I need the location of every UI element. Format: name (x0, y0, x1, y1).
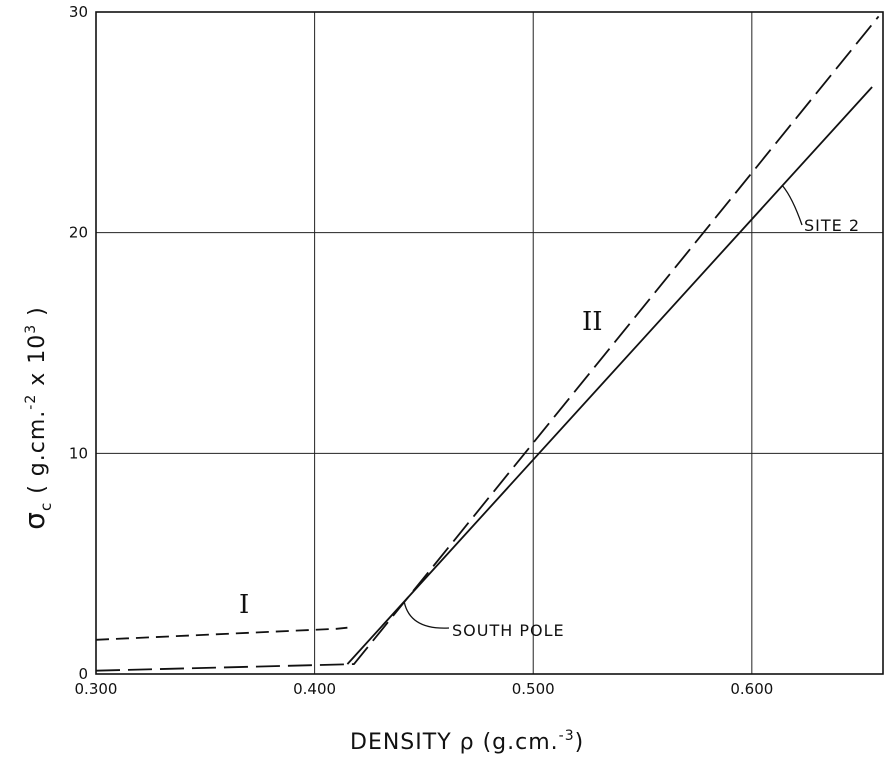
region-label-ii: II (582, 307, 603, 337)
series-line-site-2 (346, 86, 873, 665)
y-tick-label-2: 20 (69, 224, 88, 242)
y-tick-label-3: 30 (69, 3, 88, 21)
y-axis-label: σc ( g.cm.-2 x 103 ) (18, 306, 55, 530)
series-line-region-i-curve (95, 626, 348, 641)
x-tick-label-2: 0.500 (512, 680, 555, 698)
x-axis-label-main: DENSITY ρ (g.cm. (350, 730, 559, 755)
region-label-i: I (239, 590, 249, 620)
svg-text:σc( g.cm.-2 x 103 ): σc ( g.cm.-2 x 103 ) (18, 306, 55, 530)
y-axis-label-sub: c (37, 502, 55, 511)
y-axis-label-sup2: 3 (23, 324, 39, 334)
series-group (95, 15, 880, 672)
y-tick-label-0: 0 (78, 665, 88, 683)
y-tick-label-1: 10 (69, 444, 88, 462)
y-axis-label-mid: x 10 (25, 334, 50, 394)
x-axis-label: DENSITY ρ (g.cm.-3) (350, 728, 584, 755)
y-axis-label-end: ) (25, 306, 50, 324)
x-tick-label-1: 0.400 (293, 680, 336, 698)
y-tick-labels: 0 10 20 30 (69, 3, 88, 683)
plot-frame (95, 11, 884, 675)
leader-south-pole (403, 601, 450, 629)
y-axis-label-sigma: σ (18, 511, 51, 530)
annotation-site-2: SITE 2 (804, 216, 860, 235)
x-axis-label-end: ) (575, 730, 585, 755)
grid-lines (96, 12, 883, 674)
x-tick-label-3: 0.600 (730, 680, 773, 698)
y-axis-label-sup1: -2 (23, 394, 39, 410)
annotation-leaders (403, 185, 803, 629)
leader-site-2 (781, 185, 803, 226)
annotation-south-pole: SOUTH POLE (452, 621, 565, 640)
x-tick-labels: 0.300 0.400 0.500 0.600 (75, 680, 774, 698)
x-tick-label-0: 0.300 (75, 680, 118, 698)
y-axis-label-unit: ( g.cm. (25, 410, 50, 494)
x-axis-label-sup: -3 (559, 728, 575, 744)
series-line-south-pole (95, 15, 880, 672)
